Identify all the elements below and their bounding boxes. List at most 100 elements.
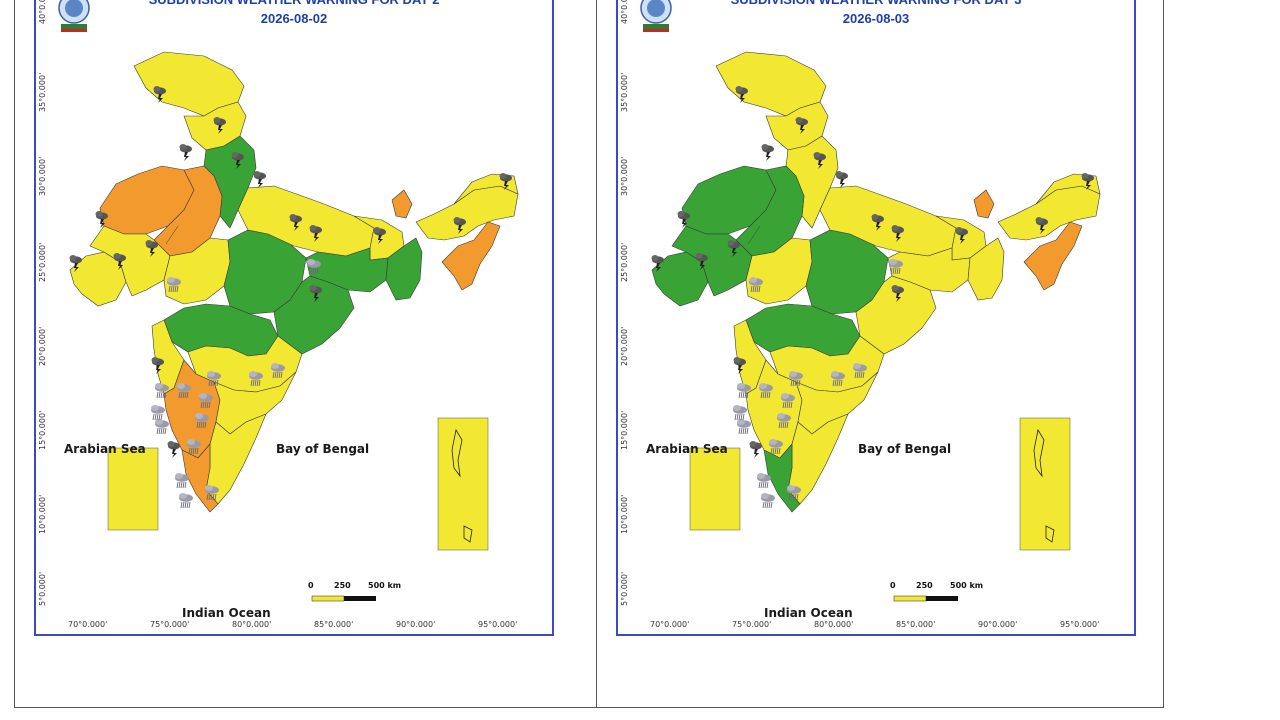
thunderstorm-icon	[761, 144, 774, 161]
indian-ocean-label: Indian Ocean	[182, 606, 271, 620]
thunderstorm-icon	[253, 171, 266, 188]
lon-tick-label: 85°0.000'	[314, 620, 354, 629]
map-frame	[616, 0, 1136, 636]
thunderstorm-icon	[795, 117, 808, 134]
lat-tick-label: 40°0.000'	[620, 0, 629, 24]
thunderstorm-icon	[749, 441, 762, 458]
andaman-inset	[1019, 417, 1071, 551]
map-frame	[34, 0, 554, 636]
lon-tick-label: 95°0.000'	[478, 620, 518, 629]
lat-tick-label: 20°0.000'	[620, 326, 629, 366]
region-northwest	[765, 101, 829, 151]
region-saurashtra	[651, 251, 709, 307]
thunderstorm-icon	[69, 255, 82, 272]
region-arunachal	[1035, 173, 1101, 205]
island-insets	[689, 417, 1071, 551]
thunderstorm-icon	[179, 144, 192, 161]
thunderstorm-icon	[891, 225, 904, 242]
map-title-text: SUBDIVISION WEATHER WARNING FOR DAY 3	[676, 0, 1076, 7]
andaman-islands	[451, 428, 463, 478]
lat-tick-label: 15°0.000'	[38, 410, 47, 450]
arabian-sea-label: Arabian Sea	[646, 442, 728, 456]
heavy-rain-icon	[759, 383, 773, 399]
thunderstorm-icon	[289, 214, 302, 231]
imd-logo-icon	[640, 0, 672, 32]
heavy-rain-icon	[781, 393, 795, 409]
thunderstorm-icon	[309, 285, 322, 302]
subdivision-boundaries	[165, 225, 179, 245]
thunderstorm-icon	[735, 86, 748, 103]
lat-tick-label: 25°0.000'	[620, 242, 629, 282]
thunderstorm-icon	[733, 357, 746, 374]
scale-bar	[893, 595, 958, 602]
heavy-rain-icon	[769, 439, 783, 455]
lat-tick-label: 40°0.000'	[38, 0, 47, 24]
thunderstorm-icon	[955, 227, 968, 244]
warning-map-day2: SUBDIVISION WEATHER WARNING FOR DAY 2 20…	[34, 0, 554, 636]
lon-tick-label: 95°0.000'	[1060, 620, 1100, 629]
heavy-rain-icon	[175, 473, 189, 489]
bay-of-bengal-label: Bay of Bengal	[276, 442, 370, 456]
thunderstorm-icon	[95, 211, 108, 228]
map-title-text: SUBDIVISION WEATHER WARNING FOR DAY 2	[94, 0, 494, 7]
region-central_south	[795, 371, 879, 435]
lon-tick-label: 75°0.000'	[150, 620, 190, 629]
subdivision-boundaries	[747, 225, 761, 245]
panel-divider	[596, 0, 597, 708]
scale-segment-2	[926, 596, 958, 601]
thunderstorm-icon	[453, 217, 466, 234]
map-date: 2026-08-03	[842, 11, 910, 26]
scale-segment-1	[311, 595, 345, 602]
thunderstorm-icon	[309, 225, 322, 242]
heavy-rain-icon	[155, 383, 169, 399]
lon-tick-label: 75°0.000'	[732, 620, 772, 629]
heavy-rain-icon	[271, 363, 285, 379]
region-assam_south	[441, 221, 501, 291]
region-bengal	[385, 237, 423, 301]
region-central_south	[213, 371, 297, 435]
thunderstorm-icon	[1035, 217, 1048, 234]
scale-segment-2	[344, 596, 376, 601]
bay-of-bengal-label: Bay of Bengal	[858, 442, 952, 456]
lon-tick-label: 70°0.000'	[68, 620, 108, 629]
heavy-rain-icon	[761, 493, 775, 509]
scale-label-500: 500 km	[950, 581, 984, 590]
region-arunachal	[453, 173, 519, 205]
indian-ocean-label: Indian Ocean	[764, 606, 853, 620]
andaman-inset	[437, 417, 489, 551]
region-kerala	[763, 443, 801, 513]
lat-tick-label: 20°0.000'	[38, 326, 47, 366]
heavy-rain-icon	[831, 371, 845, 387]
thunderstorm-icon	[153, 86, 166, 103]
lat-tick-label: 30°0.000'	[620, 156, 629, 196]
weather-icons	[651, 86, 1094, 532]
scale-label-0: 0	[308, 581, 314, 590]
heavy-rain-icon	[307, 259, 321, 275]
heavy-rain-icon	[207, 371, 221, 387]
scale-label-500: 500 km	[368, 581, 402, 590]
lon-tick-label: 70°0.000'	[650, 620, 690, 629]
lon-tick-label: 80°0.000'	[814, 620, 854, 629]
scale-label-250: 250	[916, 581, 933, 590]
heavy-rain-icon	[749, 277, 763, 293]
thunderstorm-icon	[213, 117, 226, 134]
thunderstorm-icon	[113, 253, 126, 270]
lon-tick-label: 80°0.000'	[232, 620, 272, 629]
heavy-rain-icon	[195, 413, 209, 429]
lat-tick-label: 15°0.000'	[620, 410, 629, 450]
lat-tick-label: 10°0.000'	[620, 494, 629, 534]
lat-tick-label: 10°0.000'	[38, 494, 47, 534]
lon-tick-label: 90°0.000'	[978, 620, 1018, 629]
heavy-rain-icon	[737, 383, 751, 399]
heavy-rain-icon	[177, 383, 191, 399]
heavy-rain-icon	[889, 259, 903, 275]
heavy-rain-icon	[199, 393, 213, 409]
arabian-sea-label: Arabian Sea	[64, 442, 146, 456]
heavy-rain-icon	[733, 405, 747, 421]
lakshadweep-inset	[107, 447, 159, 531]
heavy-rain-icon	[249, 371, 263, 387]
heavy-rain-icon	[205, 485, 219, 501]
subdivision-regions	[651, 51, 1101, 513]
heavy-rain-icon	[777, 413, 791, 429]
heavy-rain-icon	[151, 405, 165, 421]
